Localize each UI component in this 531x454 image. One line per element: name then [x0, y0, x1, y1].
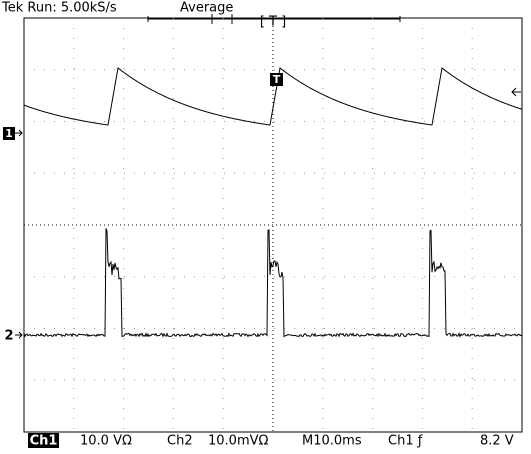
ch1-marker: 1	[5, 127, 13, 140]
timebase: M10.0ms	[302, 434, 362, 449]
trigger-marker: T	[273, 73, 281, 86]
acquisition-mode: Average	[180, 1, 233, 16]
ch1-marker-box	[3, 127, 15, 140]
ch2-label: Ch2	[167, 434, 193, 449]
trigger-level: 8.2 V	[480, 434, 514, 449]
ch2-waveform	[23, 228, 523, 338]
status: Tek Run: 5.00kS/s	[1, 1, 117, 16]
trigger-marker-box	[270, 73, 283, 86]
ch1-label: Ch1	[30, 434, 58, 449]
ch1-arrow	[15, 129, 23, 137]
ch2-scale: 10.0mVΩ	[208, 434, 269, 449]
trigger-source: Ch1 ƒ	[388, 434, 423, 449]
ch2-marker: 2	[4, 329, 13, 344]
ch1-label-box	[28, 433, 59, 448]
ch1-waveform	[23, 67, 523, 126]
position-bar	[147, 14, 401, 24]
ch1-scale: 10.0 VΩ	[80, 434, 132, 449]
graticule	[24, 18, 522, 432]
trigger-level-arrow	[511, 87, 521, 97]
ch2-arrow	[15, 331, 23, 339]
